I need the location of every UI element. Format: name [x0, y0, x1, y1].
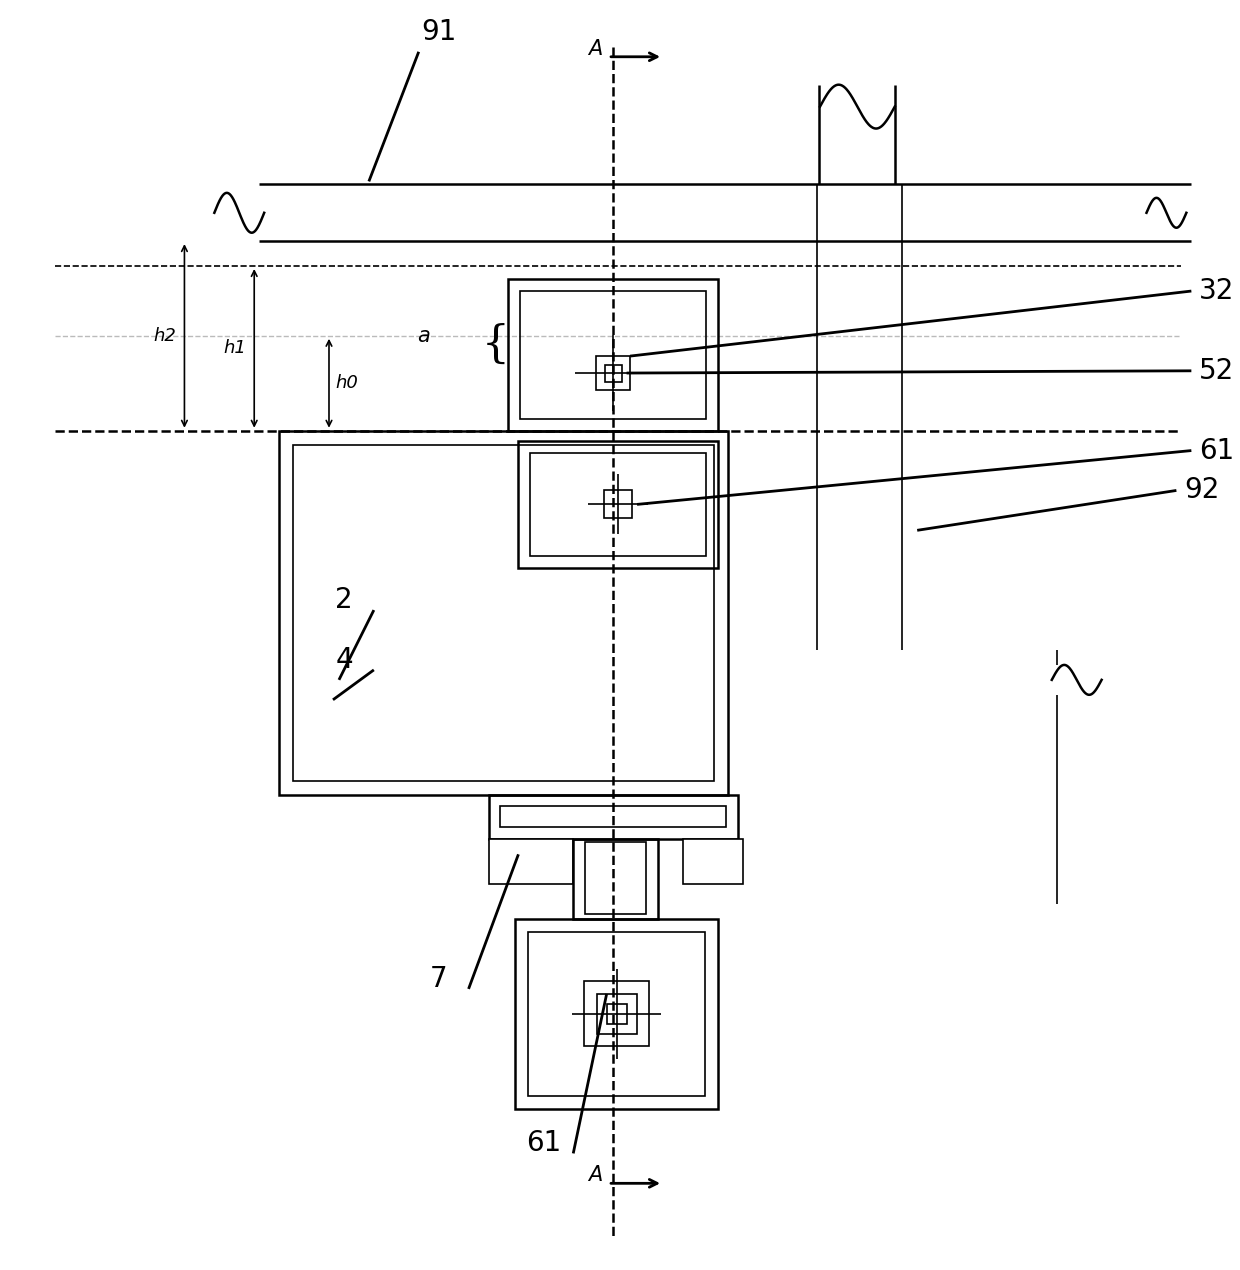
Text: 92: 92: [1184, 476, 1220, 504]
Bar: [521, 291, 706, 419]
Bar: [501, 806, 725, 828]
Text: }: }: [471, 319, 500, 362]
Text: 32: 32: [1199, 277, 1235, 305]
Text: 2: 2: [335, 587, 352, 615]
Bar: [489, 839, 573, 884]
Text: h0: h0: [335, 375, 358, 392]
Text: h2: h2: [154, 326, 176, 345]
Bar: [683, 839, 743, 884]
Text: a: a: [418, 326, 430, 345]
Bar: [596, 994, 636, 1034]
Text: h1: h1: [223, 339, 247, 357]
Bar: [508, 279, 718, 431]
Text: 61: 61: [1199, 437, 1235, 465]
Bar: [293, 444, 714, 781]
Bar: [489, 795, 738, 839]
Bar: [531, 452, 706, 556]
Bar: [596, 356, 630, 390]
Text: A: A: [588, 1166, 603, 1185]
Bar: [528, 932, 704, 1096]
Text: 61: 61: [526, 1129, 560, 1157]
Text: 7: 7: [430, 965, 448, 993]
Bar: [605, 364, 621, 381]
Bar: [606, 1003, 626, 1024]
Text: 91: 91: [420, 18, 456, 46]
Bar: [518, 441, 718, 568]
Bar: [516, 919, 718, 1109]
Bar: [573, 839, 658, 919]
Bar: [585, 842, 646, 914]
Text: A: A: [588, 39, 603, 58]
Bar: [604, 490, 632, 518]
Bar: [584, 982, 649, 1046]
Text: 52: 52: [1199, 357, 1235, 385]
Bar: [279, 431, 728, 795]
Text: 4: 4: [335, 646, 352, 674]
